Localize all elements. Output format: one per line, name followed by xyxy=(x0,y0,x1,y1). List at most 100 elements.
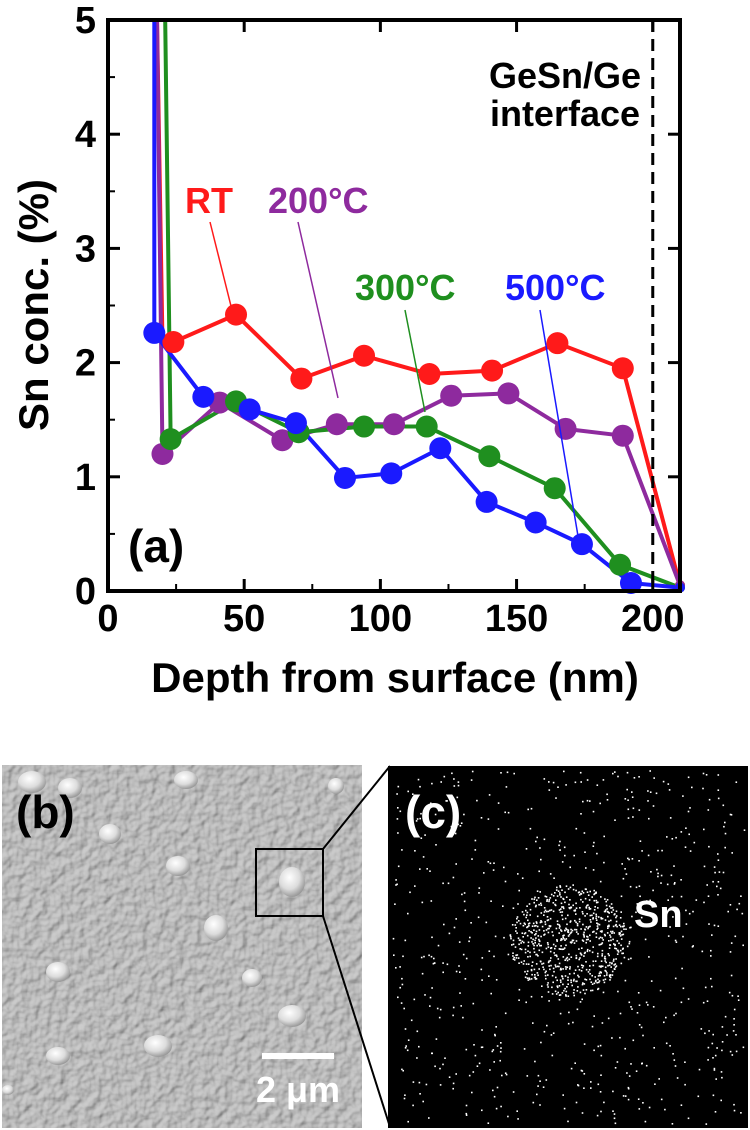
edx-dot xyxy=(673,1059,676,1061)
edx-dot xyxy=(680,895,683,898)
data-point xyxy=(478,445,501,468)
edx-dot-cluster xyxy=(572,904,574,907)
edx-dot xyxy=(431,1052,433,1055)
edx-dot xyxy=(700,1028,703,1030)
edx-dot-cluster xyxy=(548,900,550,903)
edx-dot-cluster xyxy=(582,923,584,926)
edx-dot xyxy=(602,779,605,781)
edx-dot xyxy=(693,841,696,844)
edx-dot-cluster xyxy=(608,954,610,957)
edx-dot-cluster xyxy=(553,970,555,973)
edx-dot xyxy=(448,932,451,935)
edx-dot-cluster xyxy=(563,989,565,992)
edx-dot-cluster xyxy=(523,922,526,924)
edx-dot xyxy=(574,781,577,784)
edx-dot xyxy=(455,970,458,973)
edx-dot xyxy=(721,1041,724,1043)
edx-dot xyxy=(562,1094,564,1096)
edx-dot-cluster xyxy=(547,986,549,988)
edx-dot-cluster xyxy=(557,991,559,994)
edx-dot xyxy=(710,955,712,957)
edx-dot-cluster xyxy=(512,939,515,942)
edx-dot xyxy=(626,1072,628,1074)
edx-dot-cluster xyxy=(567,931,569,933)
edx-dot-cluster xyxy=(514,924,517,926)
edx-dot xyxy=(439,1067,441,1070)
edx-dot xyxy=(714,1111,717,1113)
edx-dot xyxy=(420,812,422,815)
edx-dot-cluster xyxy=(601,937,604,939)
edx-dot-cluster xyxy=(591,896,593,898)
edx-dot xyxy=(522,936,524,938)
edx-dot-cluster xyxy=(597,952,599,955)
edx-dot-cluster xyxy=(571,929,574,932)
edx-dot xyxy=(517,903,519,905)
edx-dot-cluster xyxy=(552,981,554,984)
edx-dot xyxy=(638,809,641,811)
edx-dot-cluster xyxy=(588,908,591,910)
edx-dot-cluster xyxy=(535,930,538,933)
edx-dot xyxy=(721,1026,724,1028)
edx-dot xyxy=(692,945,694,947)
data-point xyxy=(383,413,405,436)
sem-particle xyxy=(279,867,305,897)
edx-dot-cluster xyxy=(530,937,532,939)
edx-dot xyxy=(481,1109,483,1112)
edx-dot xyxy=(687,998,690,1000)
edx-dot-cluster xyxy=(623,925,625,927)
edx-dot xyxy=(596,852,598,855)
y-tick-label: 2 xyxy=(75,343,96,385)
edx-dot-cluster xyxy=(552,943,555,946)
edx-dot xyxy=(431,987,433,989)
edx-dot-cluster xyxy=(516,916,519,918)
edx-dot xyxy=(612,772,614,775)
edx-dot xyxy=(402,955,404,958)
edx-dot-cluster xyxy=(576,990,579,992)
edx-dot-cluster xyxy=(562,968,564,970)
edx-dot xyxy=(735,1034,737,1036)
edx-dot-cluster xyxy=(527,950,529,952)
edx-dot xyxy=(516,1110,518,1112)
edx-dot xyxy=(603,1101,605,1104)
edx-dot xyxy=(672,1053,674,1055)
edx-dot-cluster xyxy=(581,983,584,986)
edx-dot-cluster xyxy=(517,957,520,959)
edx-dot-cluster xyxy=(615,915,618,917)
edx-dot xyxy=(496,1086,499,1089)
edx-dot xyxy=(523,1048,526,1050)
edx-dot xyxy=(669,1045,671,1047)
edx-dot-cluster xyxy=(558,965,560,968)
edx-dot-cluster xyxy=(566,959,569,962)
edx-dot xyxy=(472,1071,475,1073)
edx-dot-cluster xyxy=(562,907,565,910)
edx-dot xyxy=(597,1083,600,1086)
edx-dot-cluster xyxy=(556,886,558,889)
edx-dot xyxy=(442,882,444,885)
edx-dot xyxy=(626,771,629,774)
edx-dot xyxy=(395,967,397,969)
edx-dot xyxy=(532,1101,535,1104)
edx-dot xyxy=(630,926,632,929)
edx-dot-cluster xyxy=(588,899,591,901)
edx-dot xyxy=(660,1098,663,1101)
edx-dot-cluster xyxy=(529,914,531,916)
edx-dot xyxy=(518,988,521,991)
edx-dot xyxy=(673,865,675,867)
edx-dot xyxy=(412,1081,415,1083)
edx-dot xyxy=(434,824,436,826)
edx-dot xyxy=(413,998,416,1001)
edx-dot xyxy=(684,1061,686,1063)
edx-dot-cluster xyxy=(562,906,565,908)
edx-dot-cluster xyxy=(582,965,585,967)
edx-dot xyxy=(507,953,510,956)
edx-dot-cluster xyxy=(598,944,601,946)
edx-dot xyxy=(458,941,461,943)
edx-dot-cluster xyxy=(616,949,619,952)
edx-dot-cluster xyxy=(619,932,621,934)
edx-dot-cluster xyxy=(589,925,591,928)
edx-dot xyxy=(474,839,477,842)
edx-dot-cluster xyxy=(569,906,572,909)
edx-dot-cluster xyxy=(568,953,570,956)
edx-dot-cluster xyxy=(535,921,538,923)
